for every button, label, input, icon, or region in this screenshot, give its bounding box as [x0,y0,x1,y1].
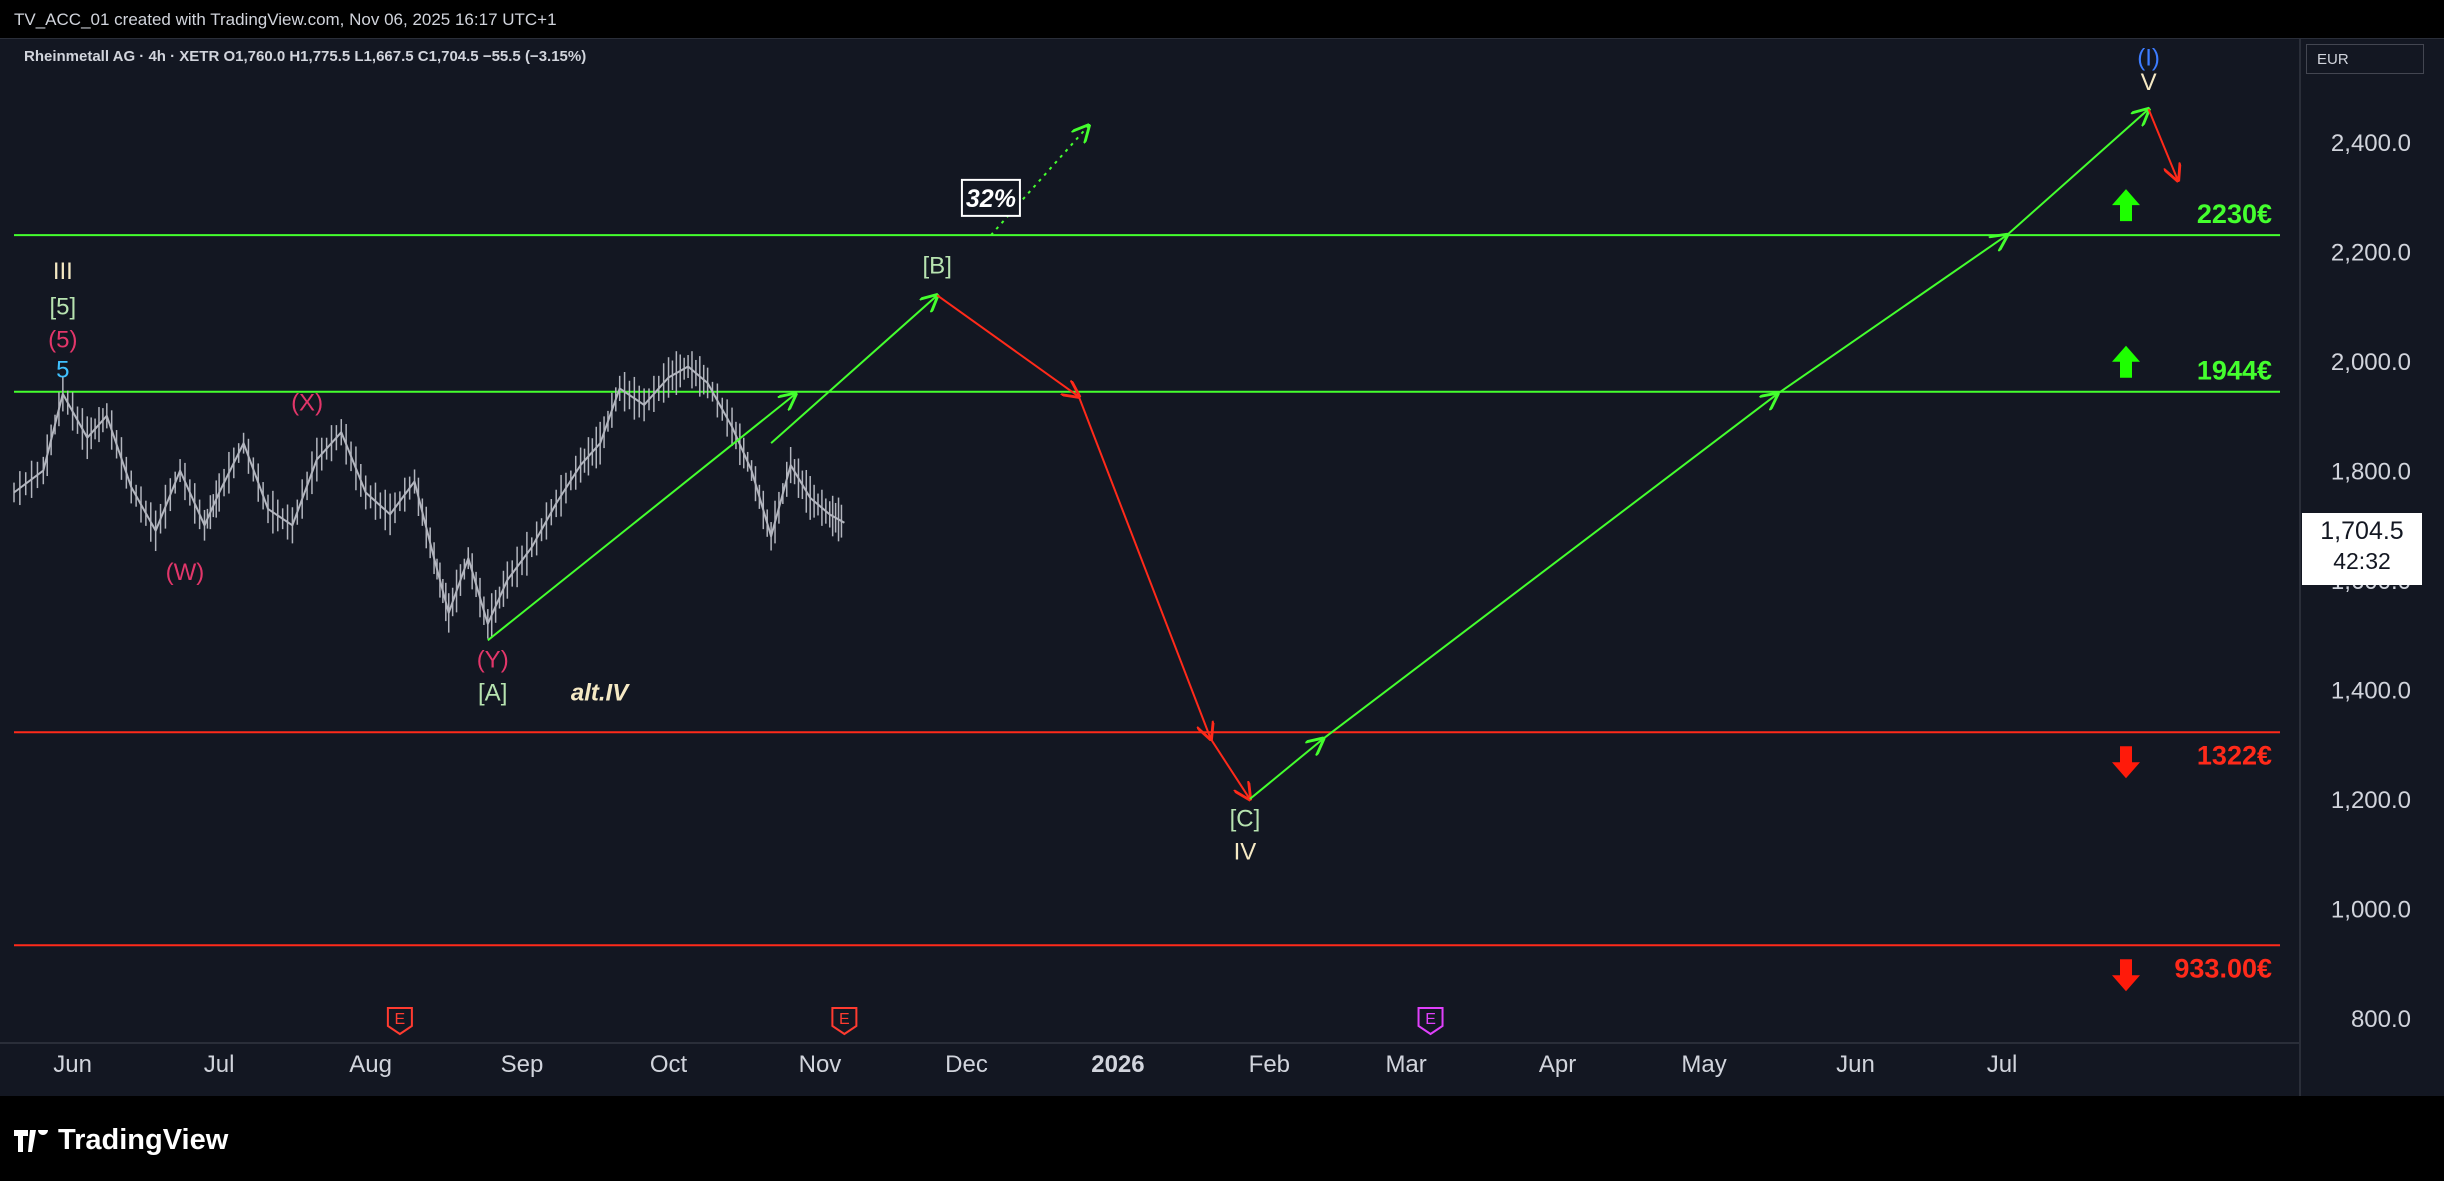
axes: 800.01,000.01,200.01,400.01,600.01,800.0… [0,38,2411,1096]
bearish-projection-arrow [2147,108,2178,180]
x-tick-label: Mar [1385,1051,1426,1078]
event-label: E [395,1011,406,1028]
price-chart[interactable]: 2230€ 1944€ 1322€ 933.00€ 32% III [5] (5) 5 (X) (… [0,38,2444,1096]
y-tick-label: 1,400.0 [2331,678,2411,705]
y-tick-label: 1,200.0 [2331,787,2411,814]
level-up-arrow-icon [2112,345,2140,378]
last-price-value: 1,704.5 [2320,517,2404,545]
top-bar: TV_ACC_01 created with TradingView.com, … [0,0,2444,38]
wave-label: (5) [48,326,77,353]
x-tick-label: Aug [349,1051,392,1078]
currency-selector[interactable]: EUR [2306,44,2424,74]
wave-label: (X) [291,389,323,416]
price-series [13,351,845,639]
x-tick-label: Jul [204,1051,235,1078]
wave-labels: 32% III [5] (5) 5 (X) (W) (Y) [A] alt.IV [B] [C] IV (… [48,44,2160,865]
wave-label: [C] [1230,805,1261,832]
bullish-projection-arrow [487,394,796,642]
bearish-projection-arrow [1209,738,1250,799]
wave-label: [A] [478,680,507,707]
wave-label: [5] [50,294,77,321]
wave-label: 5 [56,356,69,383]
footer: TradingView [0,1096,2444,1181]
tradingview-brand: TradingView [58,1124,229,1156]
earnings-event-icon[interactable]: E [1417,1007,1444,1036]
note-box-text: 32% [966,185,1016,213]
event-badge [831,1007,858,1036]
level-label: 1322€ [2197,740,2272,770]
x-tick-label: 2026 [1091,1051,1144,1078]
x-tick-label: Jun [53,1051,92,1078]
x-tick-label: Nov [799,1051,842,1078]
level-label: 1944€ [2197,356,2272,386]
earnings-event-icon[interactable]: E [831,1007,858,1036]
event-badge [386,1007,413,1036]
wave-label: (Y) [477,647,509,674]
x-tick-label: May [1681,1051,1726,1078]
earnings-event-icon[interactable]: E [386,1007,413,1036]
bullish-projection-arrow [770,295,937,444]
tradingview-logo-icon [14,1129,48,1152]
bearish-projection-arrow [1077,396,1211,739]
bullish-projection-arrow [1776,235,2007,395]
wave-label: (I) [2137,44,2160,71]
bearish-projection-arrow [936,294,1079,396]
wave-label: III [53,258,73,285]
y-tick-label: 2,000.0 [2331,349,2411,376]
x-tick-label: Jul [1987,1051,2018,1078]
projection-arrows [487,108,2178,800]
bullish-projection-arrow [2006,109,2149,236]
wave-label: [B] [923,252,952,279]
x-tick-label: Sep [501,1051,544,1078]
note-box [960,178,1021,217]
bullish-projection-arrow [1322,394,1777,740]
wave-label: alt.IV [571,680,630,707]
x-tick-label: Apr [1539,1051,1576,1078]
event-badge [1417,1007,1444,1036]
level-label: 933.00€ [2174,953,2272,983]
chart-frame [0,38,2444,1097]
y-tick-label: 2,400.0 [2331,130,2411,157]
event-label: E [839,1011,850,1028]
y-tick-label: 800.0 [2351,1006,2411,1033]
level-label: 2230€ [2197,199,2272,229]
x-tick-label: Jun [1836,1051,1875,1078]
y-tick-label: 2,200.0 [2331,240,2411,267]
y-tick-label: 1,000.0 [2331,897,2411,924]
event-label: E [1425,1011,1436,1028]
last-price-label: 1,704.5 42:32 [2302,513,2422,585]
x-tick-label: Dec [945,1051,988,1078]
wave-label: V [2141,69,2157,96]
level-down-arrow-icon [2112,746,2140,779]
x-tick-label: Feb [1249,1051,1290,1078]
symbol-ohlc-legend: Rheinmetall AG · 4h · XETR O1,760.0 H1,7… [24,48,587,65]
level-up-arrow-icon [2112,189,2140,222]
x-tick-label: Oct [650,1051,688,1078]
y-tick-label: 1,800.0 [2331,459,2411,486]
tradingview-logo[interactable]: TradingView [14,1124,228,1157]
price-levels: 2230€ 1944€ 1322€ 933.00€ [14,189,2280,992]
level-down-arrow-icon [2112,959,2140,992]
bar-countdown: 42:32 [2333,548,2391,574]
wave-label: (W) [166,559,205,586]
watermark-text: TV_ACC_01 created with TradingView.com, … [14,10,557,29]
price-line [13,365,845,625]
bullish-projection-arrow [1249,739,1323,800]
wave-label: IV [1234,838,1257,865]
